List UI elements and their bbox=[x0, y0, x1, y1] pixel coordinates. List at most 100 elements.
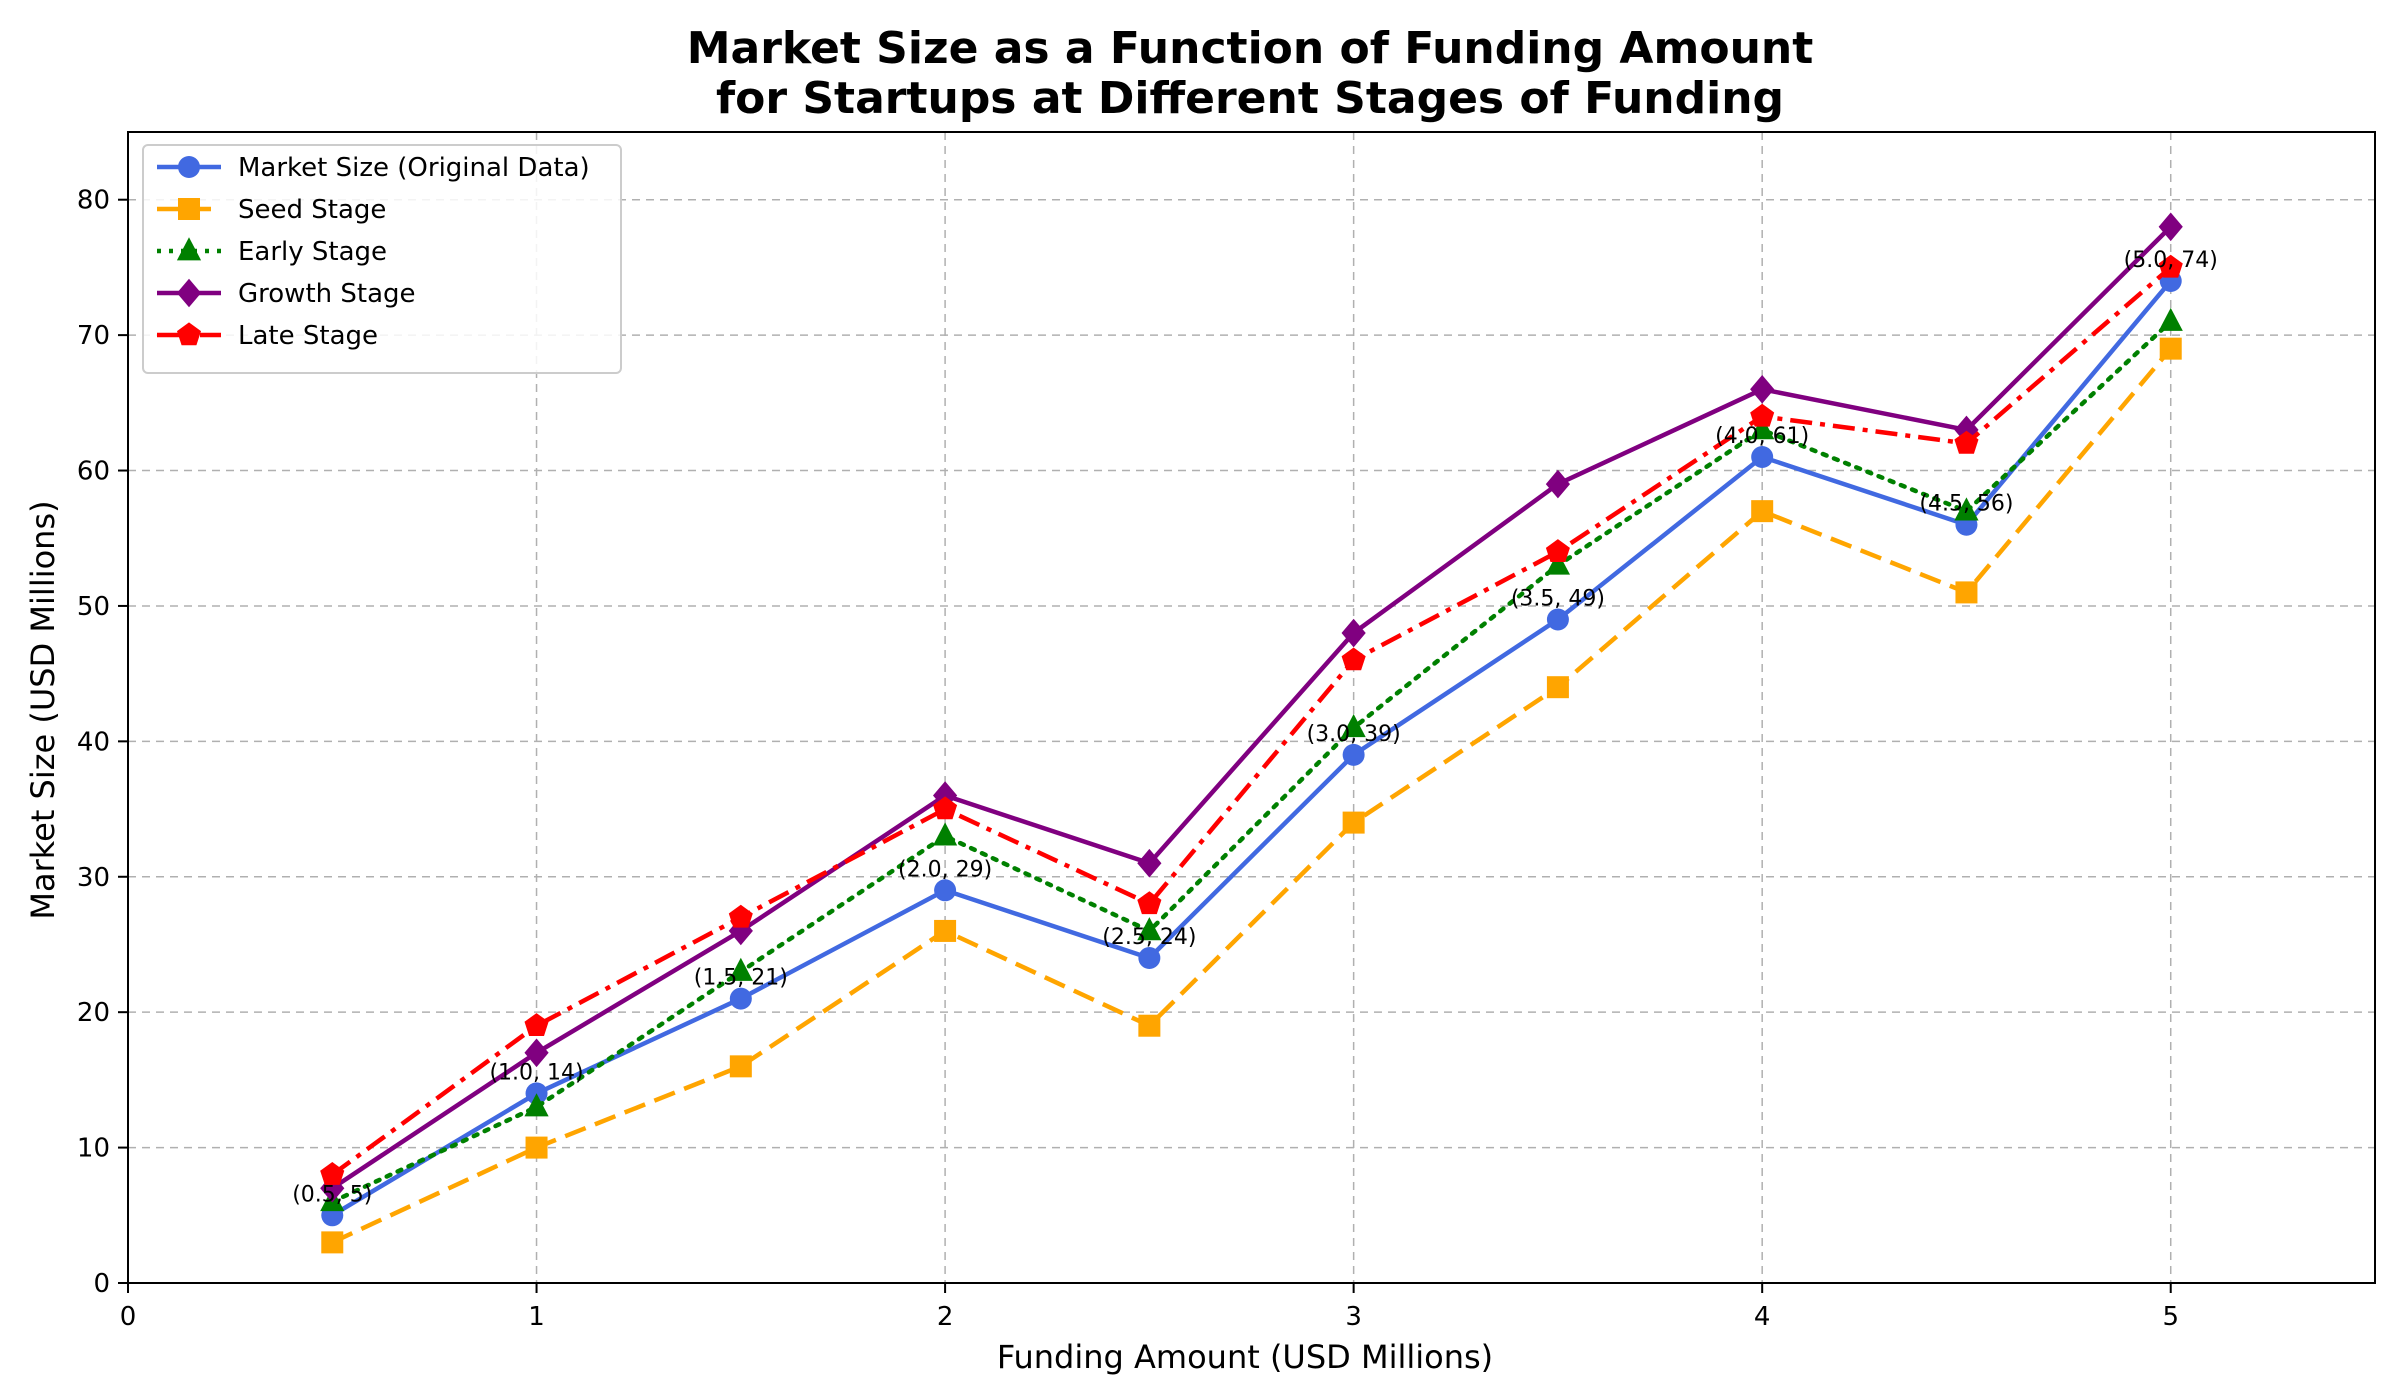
x-tick-label: 1 bbox=[528, 1302, 545, 1332]
data-point bbox=[934, 919, 957, 942]
series-1 bbox=[321, 337, 2182, 1254]
data-label: (3.0, 39) bbox=[1307, 722, 1401, 747]
data-point bbox=[933, 796, 958, 820]
data-point bbox=[2158, 212, 2183, 242]
data-point bbox=[1545, 469, 1571, 499]
data-label: (4.0, 61) bbox=[1715, 424, 1809, 449]
x-axis-label: Funding Amount (USD Millions) bbox=[997, 1338, 1493, 1376]
data-point bbox=[1954, 430, 1979, 454]
legend-marker bbox=[178, 198, 200, 220]
data-label: (4.5, 56) bbox=[1919, 492, 2013, 517]
series-line bbox=[331, 279, 2173, 1218]
data-point bbox=[1750, 374, 1775, 404]
data-label: (0.5, 5) bbox=[292, 1182, 372, 1207]
data-label: (2.0, 29) bbox=[898, 857, 992, 882]
series-line bbox=[330, 265, 2173, 1177]
grid-lines bbox=[128, 132, 2375, 1283]
data-point bbox=[1545, 539, 1570, 562]
y-tick-label: 10 bbox=[77, 1134, 110, 1164]
y-axis-label: Market Size (USD Millions) bbox=[24, 500, 62, 919]
data-point bbox=[1750, 416, 1775, 440]
chart-title-line-2: for Startups at Different Stages of Fund… bbox=[716, 73, 1784, 124]
data-point bbox=[1341, 647, 1366, 671]
legend-marker bbox=[178, 156, 200, 178]
annotations: (0.5, 5) (1.0, 14) (1.5, 21) (2.0, 29) (2.5,… bbox=[292, 248, 2218, 1207]
data-label: (1.0, 14) bbox=[489, 1060, 583, 1085]
legend-marker bbox=[176, 237, 202, 261]
data-label: (1.5, 21) bbox=[694, 966, 788, 991]
data-point bbox=[729, 1055, 752, 1078]
data-point bbox=[2159, 337, 2182, 360]
legend-label: Seed Stage bbox=[238, 195, 386, 225]
series-layer bbox=[320, 212, 2183, 1254]
data-point bbox=[524, 1038, 549, 1068]
x-tick-label: 4 bbox=[1754, 1302, 1771, 1332]
plot-frame bbox=[127, 131, 2376, 1284]
data-point bbox=[1137, 917, 1162, 941]
data-point bbox=[1545, 551, 1571, 575]
series-4 bbox=[320, 254, 2183, 1185]
data-point bbox=[1342, 811, 1365, 834]
data-point bbox=[729, 987, 752, 1010]
data-point bbox=[932, 822, 958, 846]
x-tick-label: 5 bbox=[2162, 1302, 2179, 1332]
data-point bbox=[728, 904, 753, 928]
legend: Market Size (Original Data) Seed Stage Ear… bbox=[142, 144, 622, 374]
data-point bbox=[1751, 500, 1774, 523]
data-point bbox=[1751, 445, 1774, 468]
data-point bbox=[1546, 608, 1569, 631]
legend-item: Market Size (Original Data) bbox=[157, 153, 590, 183]
legend-item: Late Stage bbox=[157, 321, 378, 351]
data-point bbox=[1137, 891, 1162, 915]
legend-box bbox=[142, 144, 622, 374]
data-point bbox=[321, 1231, 344, 1254]
data-point bbox=[525, 1136, 548, 1159]
data-point bbox=[728, 957, 753, 981]
x-tick-label: 2 bbox=[937, 1302, 954, 1332]
data-point bbox=[524, 1093, 549, 1117]
data-point bbox=[1546, 676, 1569, 699]
y-tick-label: 50 bbox=[77, 592, 110, 622]
data-label: (5.0, 74) bbox=[2124, 248, 2218, 273]
y-tick-label: 30 bbox=[77, 863, 110, 893]
legend-label: Market Size (Original Data) bbox=[238, 153, 590, 183]
data-point bbox=[1954, 497, 1979, 521]
data-point bbox=[320, 1162, 345, 1185]
data-point bbox=[1137, 848, 1162, 878]
data-point bbox=[1138, 947, 1161, 970]
data-point bbox=[524, 1013, 549, 1036]
data-point bbox=[1341, 714, 1366, 738]
series-line bbox=[331, 225, 2173, 1191]
legend-marker bbox=[177, 322, 201, 346]
series-line bbox=[331, 347, 2173, 1245]
series-2 bbox=[320, 307, 2183, 1212]
data-point bbox=[1955, 581, 1978, 604]
y-tick-label: 0 bbox=[93, 1269, 110, 1299]
x-tick-label: 3 bbox=[1345, 1302, 1362, 1332]
y-tick-label: 80 bbox=[77, 186, 110, 216]
data-point bbox=[1138, 1014, 1161, 1037]
data-label: (2.5, 24) bbox=[1102, 925, 1196, 950]
legend-item: Early Stage bbox=[157, 237, 387, 267]
legend-label: Late Stage bbox=[238, 321, 378, 351]
data-label: (3.5, 49) bbox=[1511, 586, 1605, 611]
chart-title-line-1: Market Size as a Function of Funding Amo… bbox=[687, 23, 1814, 74]
legend-item: Seed Stage bbox=[157, 195, 386, 225]
legend-marker bbox=[176, 278, 202, 308]
y-tick-label: 70 bbox=[77, 321, 110, 351]
data-point bbox=[320, 1173, 345, 1203]
x-tick-label: 0 bbox=[120, 1302, 137, 1332]
data-point bbox=[2158, 307, 2183, 331]
data-point bbox=[1342, 743, 1365, 766]
legend-label: Early Stage bbox=[238, 237, 387, 267]
data-point bbox=[2158, 254, 2183, 278]
legend-label: Growth Stage bbox=[238, 279, 416, 309]
y-tick-label: 20 bbox=[77, 998, 110, 1028]
data-point bbox=[1341, 618, 1366, 648]
y-tick-label: 60 bbox=[77, 457, 110, 487]
data-point bbox=[1750, 403, 1775, 427]
series-line bbox=[330, 319, 2173, 1205]
